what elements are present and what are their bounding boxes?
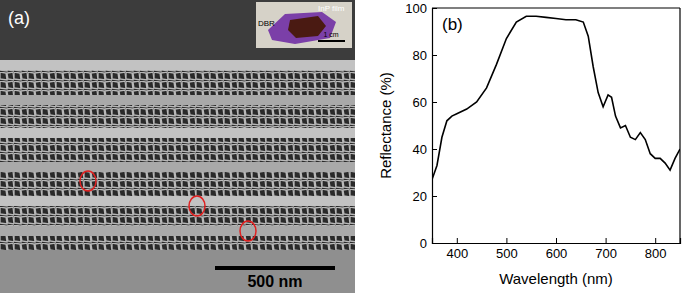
- panel-label: (a): [8, 8, 30, 28]
- inset-scale-bar: [318, 40, 345, 42]
- sem-porous: [0, 60, 355, 250]
- inset: InP film DBR 1 cm: [256, 2, 352, 48]
- figure: (a)500 nmInP filmDBR1 cm4005006007008000…: [0, 0, 685, 293]
- inset-label: DBR: [258, 19, 275, 28]
- panel-a: (a) 500 nm InP film DBR 1 cm: [0, 0, 355, 293]
- y-axis-title: Reflectance (%): [377, 72, 394, 179]
- tick: 600: [546, 238, 568, 261]
- tick-mark: [606, 238, 607, 243]
- plot-area: [432, 16, 680, 179]
- tick: 60: [413, 95, 437, 110]
- tick-label: 40: [413, 142, 427, 157]
- tick-mark: [432, 196, 437, 197]
- x-axis-title: Wavelength (nm): [499, 270, 613, 287]
- tick-label: 80: [413, 48, 427, 63]
- tick: 400: [446, 238, 468, 261]
- tick: 80: [413, 48, 437, 63]
- sem-layer: [0, 128, 355, 138]
- sem-background: [0, 0, 355, 293]
- inset-film: [288, 16, 326, 38]
- axis-line: [433, 9, 438, 244]
- inset-background: [256, 2, 352, 48]
- sem-substrate: [0, 250, 355, 293]
- x-axis: 400 500 600 700 800: [433, 238, 681, 261]
- tick-mark: [432, 102, 437, 103]
- tick-mark: [432, 55, 437, 56]
- scale-bar-label: 500 nm: [247, 273, 302, 290]
- panel-label: (b): [442, 15, 463, 34]
- tick: 500: [496, 238, 518, 261]
- tick-label: 800: [645, 246, 667, 261]
- sem-layer: [0, 95, 355, 105]
- tick-label: 100: [405, 1, 427, 16]
- inset-scale-label: 1 cm: [323, 31, 338, 38]
- highlight-circle: [80, 171, 96, 191]
- tick-mark: [506, 238, 507, 243]
- tick-mark: [655, 238, 656, 243]
- tick-label: 500: [496, 246, 518, 261]
- tick-label: 60: [413, 95, 427, 110]
- tick-mark: [432, 243, 437, 244]
- tick-mark: [432, 149, 437, 150]
- tick: 0: [420, 236, 437, 251]
- frame-right: [679, 8, 680, 243]
- tick: 800: [645, 238, 667, 261]
- axis-line: [433, 238, 681, 244]
- sem-layer: [0, 162, 355, 172]
- tick-mark: [556, 238, 557, 243]
- scale-bar: [215, 266, 335, 270]
- frame-top: [432, 7, 680, 8]
- tick: 700: [595, 238, 617, 261]
- inset-label: InP film: [318, 4, 345, 13]
- sem-layer: [0, 196, 355, 206]
- tick-label: 0: [420, 236, 427, 251]
- tick-mark: [457, 238, 458, 243]
- y-axis: 0 20 40 60 80 100: [405, 1, 437, 251]
- tick-label: 20: [413, 189, 427, 204]
- inset-dbr: [268, 12, 336, 44]
- sem-layer: [0, 226, 355, 236]
- data-line: [432, 16, 680, 179]
- sem-layer: [0, 60, 355, 70]
- panel-b: 400 500 600 700 800 0 20 40 60 80 100 Wavelength (n…: [377, 1, 681, 287]
- tick-label: 400: [446, 246, 468, 261]
- tick-label: 700: [595, 246, 617, 261]
- highlight-circle: [189, 196, 205, 216]
- tick: 20: [413, 189, 437, 204]
- tick: 40: [413, 142, 437, 157]
- tick-label: 600: [546, 246, 568, 261]
- highlight-circle: [240, 221, 256, 241]
